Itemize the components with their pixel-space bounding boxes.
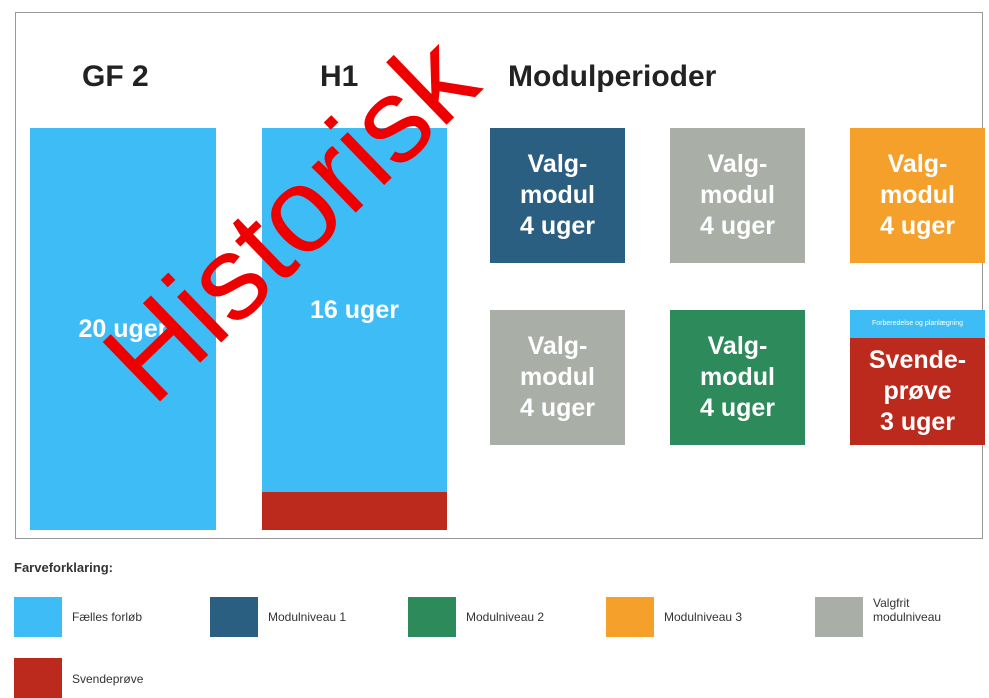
legend-swatch xyxy=(14,597,62,637)
legend-swatch xyxy=(815,597,863,637)
h1-exam xyxy=(262,492,447,530)
gf2-heading: GF 2 xyxy=(82,60,149,93)
legend-label: Fælles forløb xyxy=(72,610,143,624)
module: Valg- modul 4 uger xyxy=(490,310,625,445)
gf2-bar: 20 uger xyxy=(30,128,216,530)
module: Valg- modul 4 uger xyxy=(670,128,805,263)
legend-swatch xyxy=(14,658,62,698)
module: Valg- modul 4 uger xyxy=(850,128,985,263)
exam-note: Forberedelse og planlægning xyxy=(850,310,985,338)
module: Valg- modul 4 uger xyxy=(670,310,805,445)
h1-bar: 16 uger xyxy=(262,128,447,492)
frame xyxy=(15,12,983,539)
legend-label: Modulniveau 2 xyxy=(466,610,545,624)
legend-label: Svendeprøve xyxy=(72,672,144,686)
legend-swatch xyxy=(606,597,654,637)
legend-swatch xyxy=(408,597,456,637)
legend-title: Farveforklaring: xyxy=(14,560,113,575)
legend-label: Modulniveau 3 xyxy=(664,610,743,624)
h1-heading: H1 xyxy=(320,60,359,93)
final-exam: Svende- prøve 3 uger xyxy=(850,338,985,445)
legend-label: Modulniveau 1 xyxy=(268,610,347,624)
modules-heading: Modulperioder xyxy=(508,60,717,93)
legend-swatch xyxy=(210,597,258,637)
module: Valg- modul 4 uger xyxy=(490,128,625,263)
legend-label: Valgfrit modulniveau xyxy=(873,596,942,624)
